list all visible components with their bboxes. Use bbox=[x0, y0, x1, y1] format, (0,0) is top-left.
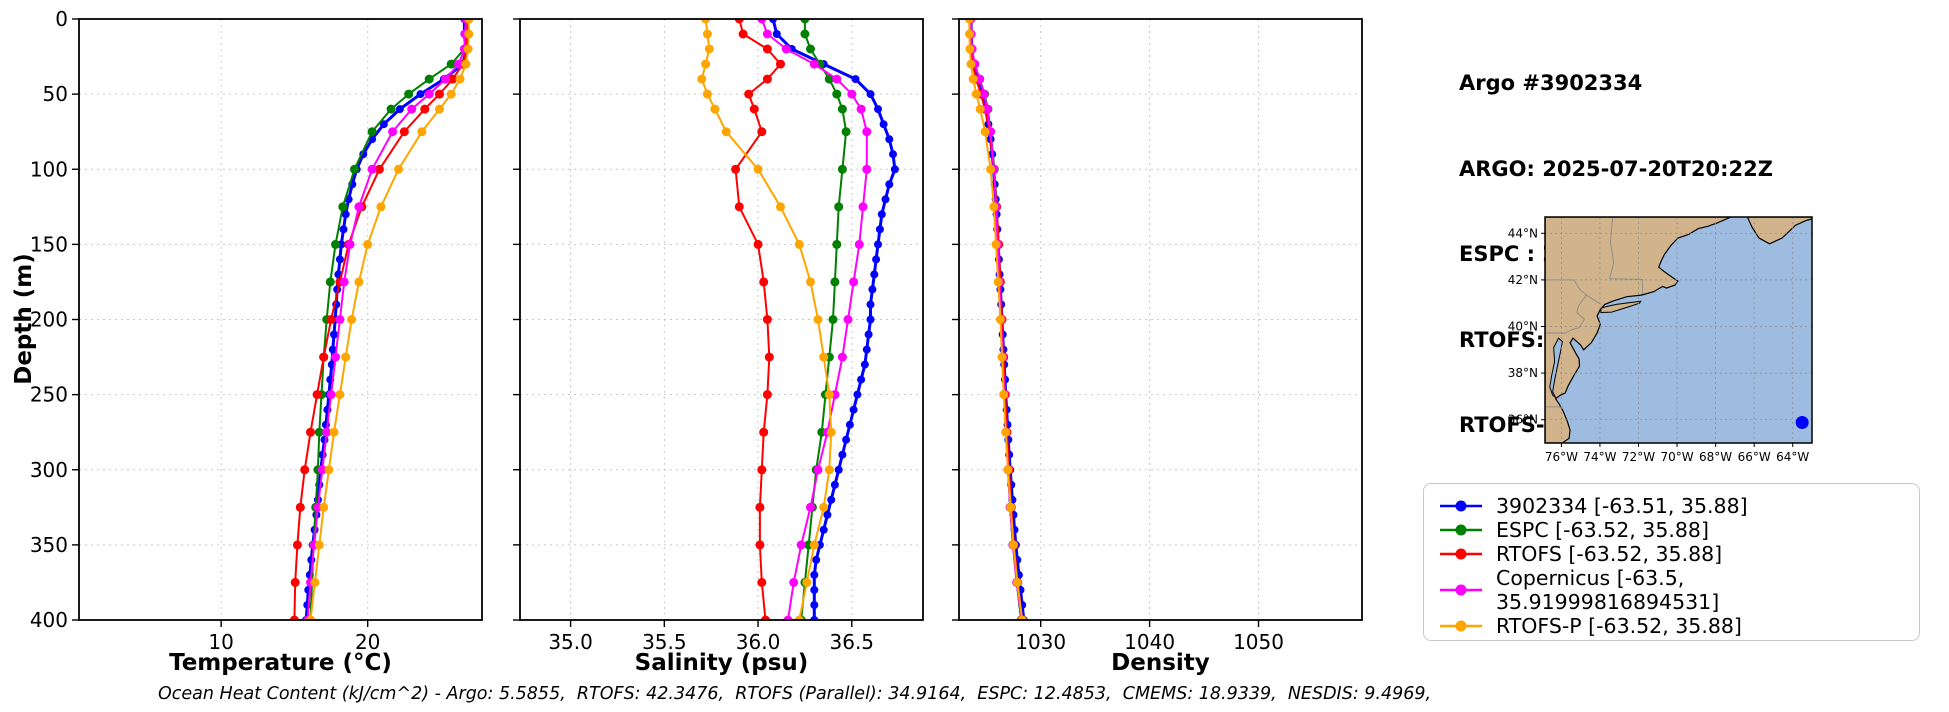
y-tick-label: 300 bbox=[30, 458, 68, 482]
legend-label: RTOFS-P [-63.52, 35.88] bbox=[1496, 614, 1742, 638]
series-RTOFS-P bbox=[697, 19, 836, 620]
x-tick-label: 1030 bbox=[1015, 630, 1066, 654]
map-land-mainland bbox=[1545, 217, 1732, 443]
salinity-panel: 35.0 35.5 36.0 36.5 bbox=[513, 18, 924, 654]
density-panel: 1030 1040 1050 bbox=[952, 18, 1363, 654]
legend-label: RTOFS [-63.52, 35.88] bbox=[1496, 542, 1723, 566]
x-tick-label: 36.5 bbox=[830, 630, 875, 654]
map-lon-label: 74°W bbox=[1583, 450, 1616, 464]
x-axis-label-density: Density bbox=[1111, 650, 1210, 676]
map-land-long-island bbox=[1600, 300, 1642, 314]
series-Copernicus bbox=[757, 19, 872, 620]
argo-timestamp: ARGO: 2025-07-20T20:22Z bbox=[1459, 156, 1773, 181]
map-ticks bbox=[1541, 232, 1794, 447]
map-state-borders bbox=[1545, 217, 1643, 408]
x-tick-label: 1040 bbox=[1124, 630, 1175, 654]
legend-item: RTOFS [-63.52, 35.88] bbox=[1438, 542, 1905, 566]
float-location-marker bbox=[1795, 415, 1809, 429]
legend-swatch bbox=[1440, 548, 1482, 560]
y-tick-label: 200 bbox=[30, 308, 68, 332]
map-lat-label: 44°N bbox=[1508, 226, 1538, 240]
axis-tick-labels: 1030 1040 1050 bbox=[1015, 630, 1284, 654]
axis-ticks bbox=[72, 18, 369, 627]
x-tick-label: 10 bbox=[208, 630, 233, 654]
map-land-nova-scotia bbox=[1746, 217, 1812, 245]
legend-item: 3902334 [-63.51, 35.88] bbox=[1438, 494, 1905, 518]
map-lon-label: 76°W bbox=[1545, 450, 1578, 464]
y-tick-label: 50 bbox=[43, 82, 68, 106]
x-tick-label: 35.5 bbox=[642, 630, 687, 654]
axis-ticks bbox=[513, 18, 853, 627]
float-id: Argo #3902334 bbox=[1459, 71, 1643, 95]
y-tick-label: 250 bbox=[30, 383, 68, 407]
y-tick-label: 400 bbox=[30, 608, 68, 632]
map-frame bbox=[1544, 216, 1813, 444]
legend-swatch bbox=[1440, 584, 1482, 596]
x-tick-label: 36.0 bbox=[736, 630, 781, 654]
x-axis-label-temperature: Temperature (°C) bbox=[169, 650, 392, 676]
legend-label: 3902334 [-63.51, 35.88] bbox=[1496, 494, 1748, 518]
axis-tick-labels: 35.0 35.5 36.0 36.5 bbox=[548, 630, 874, 654]
gridlines bbox=[959, 18, 1362, 621]
map-lat-label: 42°N bbox=[1508, 273, 1538, 287]
map-lat-label: 38°N bbox=[1508, 366, 1538, 380]
map-lat-label: 36°N bbox=[1508, 413, 1538, 427]
legend-label: Copernicus [-63.5, 35.91999816894531] bbox=[1496, 566, 1720, 614]
x-tick-label: 1050 bbox=[1233, 630, 1284, 654]
map-lon-label: 64°W bbox=[1776, 450, 1809, 464]
map-chesapeake-bay bbox=[1549, 337, 1563, 398]
map-lon-label: 66°W bbox=[1738, 450, 1771, 464]
legend-swatch bbox=[1440, 524, 1482, 536]
legend-item: ESPC [-63.52, 35.88] bbox=[1438, 518, 1905, 542]
location-map: 76°W 74°W 72°W 70°W 68°W 66°W 64°W 44°N 42°N 40°N… bbox=[1508, 216, 1813, 464]
series-3902334 bbox=[769, 19, 899, 620]
map-lon-label: 72°W bbox=[1622, 450, 1655, 464]
legend: 3902334 [-63.51, 35.88] ESPC [-63.52, 35.… bbox=[1423, 483, 1920, 641]
y-tick-label: 0 bbox=[55, 10, 68, 31]
y-tick-label: 100 bbox=[30, 157, 68, 181]
series-RTOFS-P bbox=[306, 19, 474, 620]
map-lon-label: 70°W bbox=[1660, 450, 1693, 464]
x-tick-label: 20 bbox=[355, 630, 380, 654]
x-axis-label-salinity: Salinity (psu) bbox=[634, 650, 809, 676]
legend-label: ESPC [-63.52, 35.88] bbox=[1496, 518, 1709, 542]
map-tick-labels: 76°W 74°W 72°W 70°W 68°W 66°W 64°W 44°N 42°N 40°N… bbox=[1508, 226, 1810, 464]
legend-item: RTOFS-P [-63.52, 35.88] bbox=[1438, 614, 1905, 638]
y-tick-label: 150 bbox=[30, 232, 68, 256]
legend-swatch bbox=[1440, 620, 1482, 632]
x-tick-label: 35.0 bbox=[548, 630, 593, 654]
y-tick-label: 350 bbox=[30, 533, 68, 557]
ocean-heat-content-note: Ocean Heat Content (kJ/cm^2) - Argo: 5.5… bbox=[158, 684, 1432, 704]
legend-item: Copernicus [-63.5, 35.91999816894531] bbox=[1438, 566, 1905, 614]
series-RTOFS-P bbox=[964, 19, 1027, 620]
map-lat-label: 40°N bbox=[1508, 320, 1538, 334]
axis-ticks bbox=[952, 18, 1260, 627]
legend-swatch bbox=[1440, 500, 1482, 512]
map-lon-label: 68°W bbox=[1699, 450, 1732, 464]
series-RTOFS bbox=[731, 19, 785, 620]
